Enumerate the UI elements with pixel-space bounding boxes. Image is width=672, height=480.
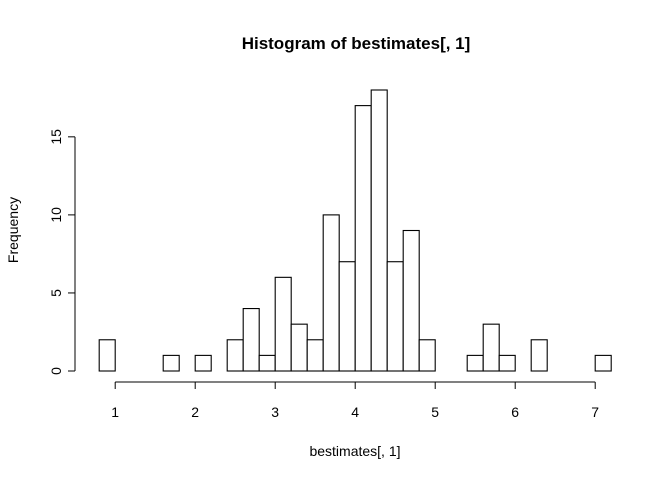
- x-tick-label: 4: [351, 404, 359, 420]
- x-tick-label: 6: [511, 404, 519, 420]
- histogram-bar: [498, 354, 516, 372]
- y-tick-label: 10: [48, 207, 64, 223]
- histogram-bar: [98, 339, 116, 372]
- histogram-bar: [226, 339, 244, 372]
- histogram-bar: [194, 354, 212, 372]
- x-tick-label: 3: [271, 404, 279, 420]
- histogram-bar: [386, 261, 404, 372]
- y-tick-label: 5: [48, 289, 64, 297]
- histogram-bar: [322, 214, 340, 372]
- histogram-bar: [354, 105, 372, 372]
- histogram-bar: [242, 308, 260, 372]
- histogram-bar: [482, 323, 500, 372]
- x-tick-label: 7: [591, 404, 599, 420]
- y-axis-label: Frequency: [5, 197, 21, 263]
- x-tick-label: 1: [111, 404, 119, 420]
- y-tick-label: 0: [48, 367, 64, 375]
- histogram-bar: [162, 354, 180, 372]
- histogram-bar: [402, 229, 420, 372]
- histogram-bar: [274, 276, 292, 372]
- histogram-bars: [98, 89, 612, 372]
- histogram-bar: [306, 339, 324, 372]
- histogram-bar: [338, 261, 356, 372]
- histogram-bar: [418, 339, 436, 372]
- histogram-bar: [258, 354, 276, 372]
- y-tick-label: 15: [48, 129, 64, 145]
- x-tick-label: 2: [191, 404, 199, 420]
- histogram-bar: [594, 354, 612, 372]
- histogram-bar: [290, 323, 308, 372]
- y-axis: 0 5 10 15: [48, 129, 76, 375]
- x-axis-label: bestimates[, 1]: [309, 443, 400, 459]
- chart-title: Histogram of bestimates[, 1]: [242, 34, 471, 53]
- x-tick-label: 5: [431, 404, 439, 420]
- histogram-bar: [370, 89, 388, 372]
- histogram-bar: [530, 339, 548, 372]
- x-axis: 1 2 3 4 5 6 7: [111, 381, 599, 420]
- histogram-bar: [466, 354, 484, 372]
